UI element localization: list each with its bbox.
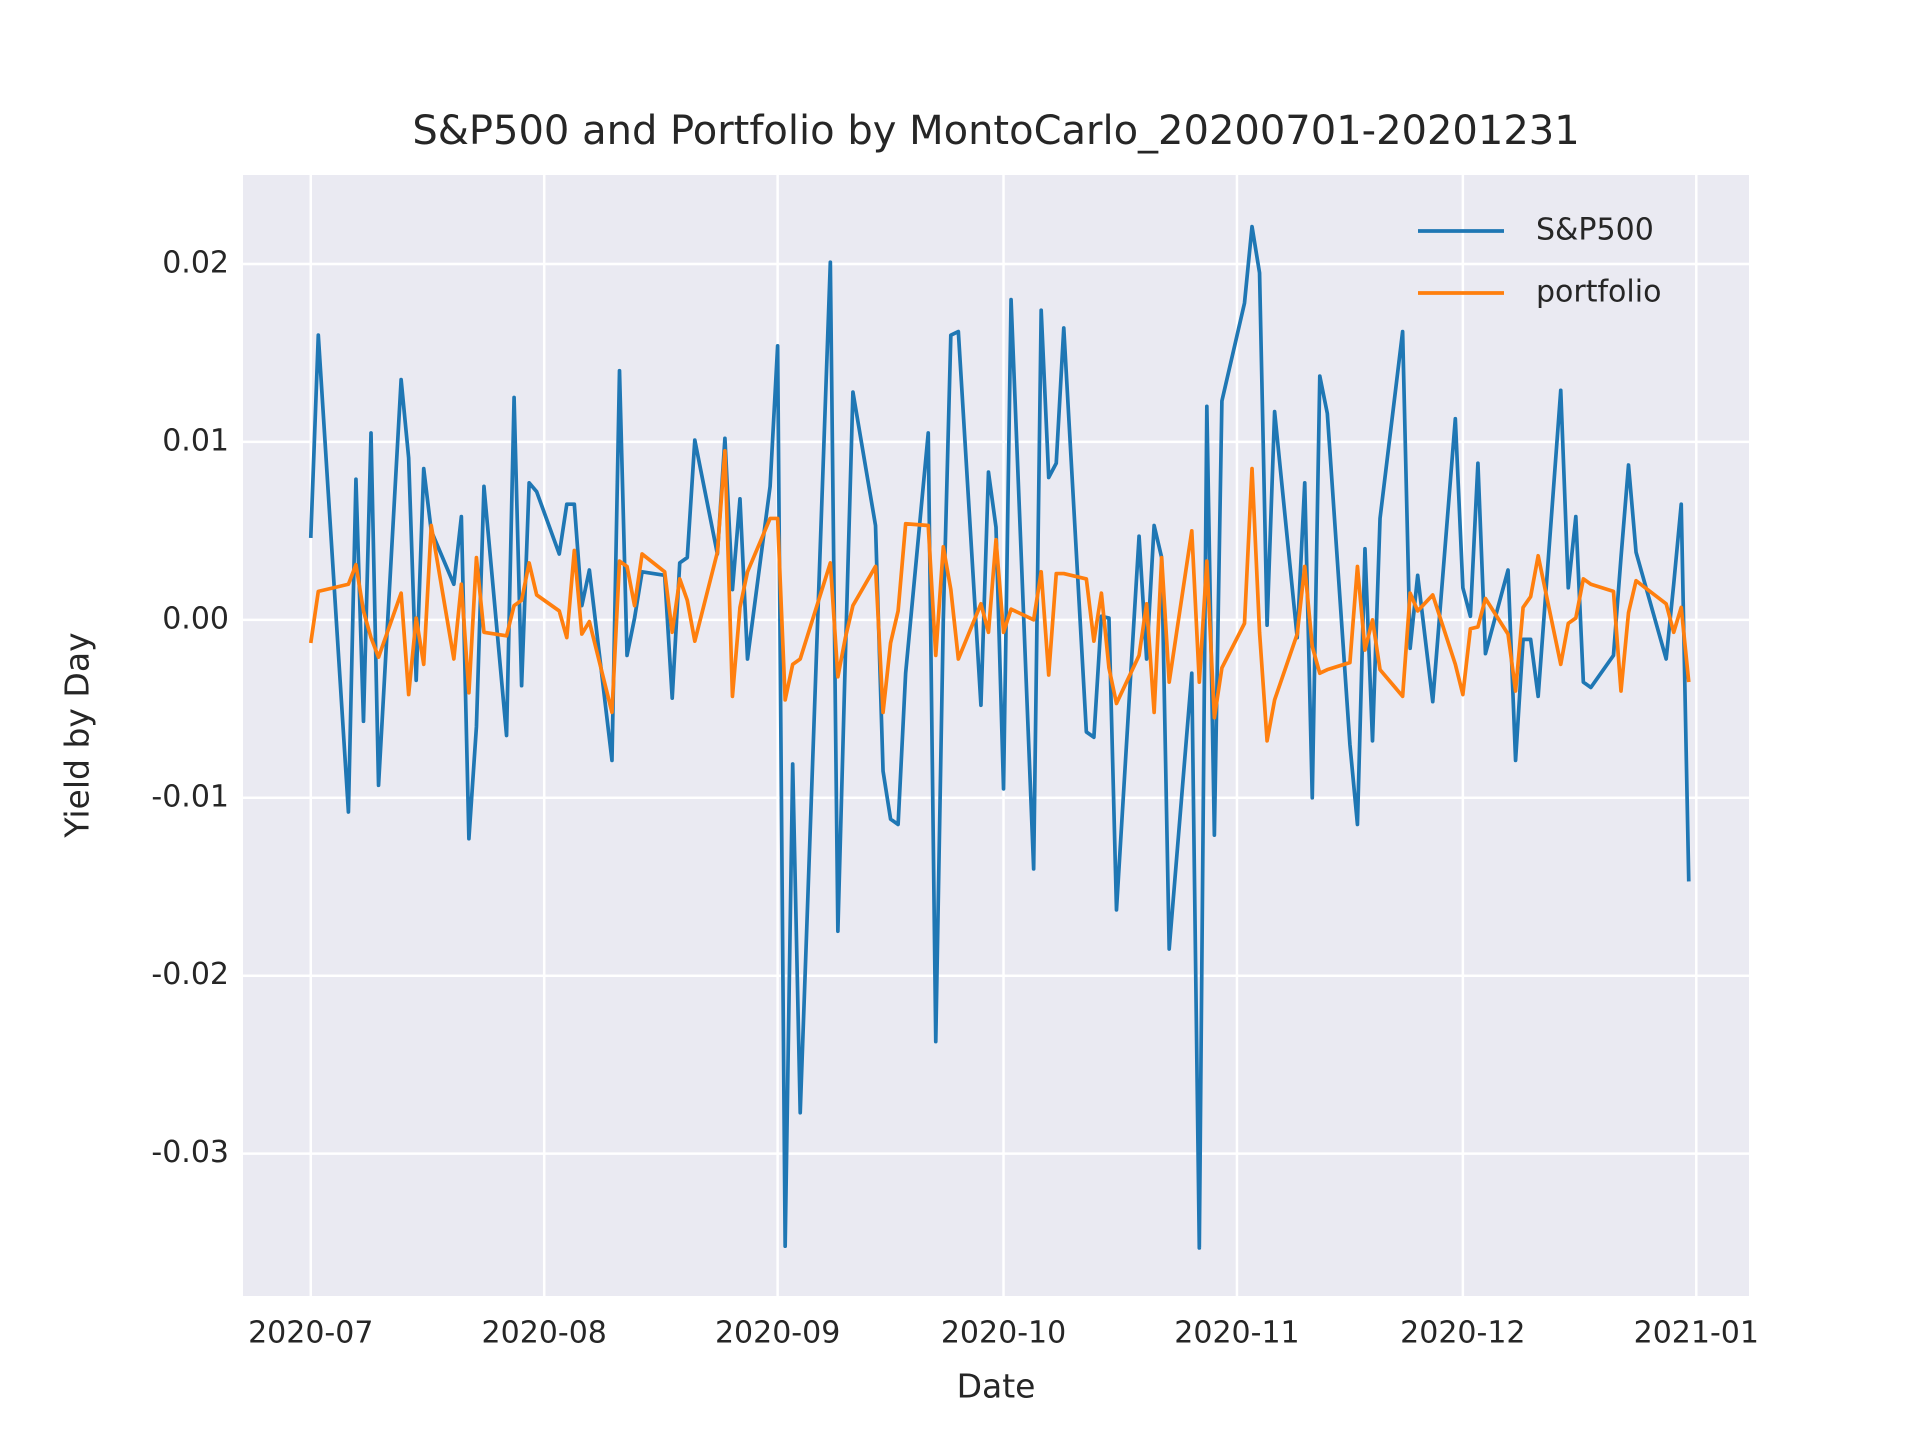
x-axis-label: Date [957,1367,1036,1406]
x-tick-label: 2020-07 [248,1316,373,1351]
chart-title: S&P500 and Portfolio by MontoCarlo_20200… [412,108,1579,154]
y-tick-label: -0.02 [151,957,229,992]
y-tick-label: 0.00 [162,601,229,636]
x-tick-label: 2020-09 [715,1316,840,1351]
x-tick-label: 2021-01 [1634,1316,1759,1351]
y-tick-label: -0.01 [151,779,229,814]
series-line [308,224,1691,1250]
y-tick-label: -0.03 [151,1135,229,1170]
y-tick-label: 0.01 [162,423,229,458]
legend-label: portfolio [1536,275,1661,310]
x-tick-label: 2020-12 [1400,1316,1525,1351]
plot-background [243,175,1749,1296]
series-line [308,448,1691,743]
legend-label: S&P500 [1536,213,1654,248]
y-axis-label: Yield by Day [58,632,97,838]
x-tick-label: 2020-08 [482,1316,607,1351]
x-tick-label: 2020-11 [1174,1316,1299,1351]
y-tick-label: 0.02 [162,245,229,280]
x-tick-label: 2020-10 [941,1316,1066,1351]
